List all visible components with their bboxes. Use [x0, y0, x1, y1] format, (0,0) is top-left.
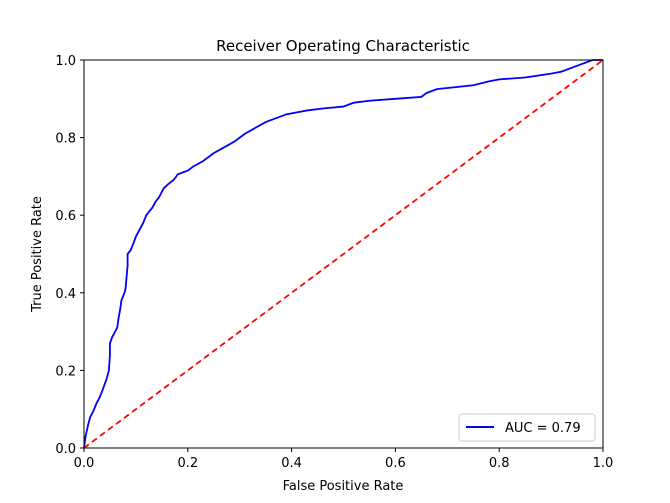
- y-tick-label: 1.0: [55, 54, 76, 69]
- legend-label: AUC = 0.79: [505, 421, 581, 436]
- y-tick-label: 0.6: [55, 209, 76, 224]
- x-tick-label: 0.6: [385, 456, 406, 471]
- x-tick-label: 0.2: [177, 456, 198, 471]
- x-tick-label: 1.0: [593, 456, 614, 471]
- plot-frame: [83, 59, 604, 449]
- series-layer: [83, 59, 604, 449]
- chart-title: Receiver Operating Characteristic: [216, 37, 470, 55]
- legend: AUC = 0.79: [458, 413, 596, 442]
- legend-box: [458, 413, 596, 442]
- x-tick-label: 0.4: [281, 456, 302, 471]
- y-axis-label: True Positive Rate: [30, 196, 45, 313]
- x-axis: 0.0 0.2 0.4 0.6 0.8 1.0: [74, 448, 614, 471]
- y-tick-label: 0.8: [55, 132, 76, 147]
- y-tick-label: 0.2: [55, 364, 76, 379]
- chance-line: [83, 59, 604, 449]
- y-axis: 0.0 0.2 0.4 0.6 0.8 1.0: [55, 54, 84, 457]
- y-tick-label: 0.4: [55, 287, 76, 302]
- x-tick-label: 0.8: [489, 456, 510, 471]
- x-tick-label: 0.0: [74, 456, 95, 471]
- roc-curve-line: [83, 59, 603, 449]
- y-tick-label: 0.0: [55, 442, 76, 457]
- x-axis-label: False Positive Rate: [283, 479, 404, 494]
